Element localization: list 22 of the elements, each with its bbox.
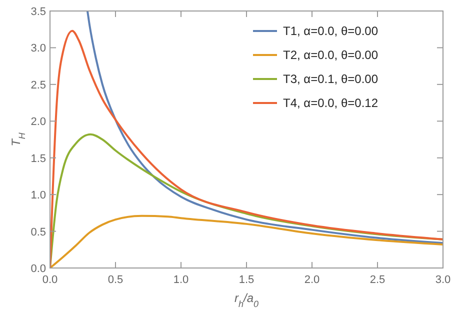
y-tick-label: 0.5 [30, 226, 46, 238]
legend-label: T3, α=0.1, θ=0.00 [283, 72, 378, 86]
x-tick-label: 2.0 [304, 274, 320, 286]
x-tick-label: 1.0 [173, 274, 189, 286]
y-tick-label: 1.0 [30, 190, 46, 202]
x-tick-label: 0.0 [42, 274, 58, 286]
legend-label: T1, α=0.0, θ=0.00 [283, 24, 378, 38]
y-tick-label: 3.5 [30, 6, 46, 18]
y-tick-label: 3.0 [30, 42, 46, 55]
line-series [50, 214, 443, 268]
legend-label: T4, α=0.0, θ=0.12 [283, 96, 378, 110]
x-tick-label: 1.5 [238, 274, 254, 286]
y-tick-label: 0.0 [30, 263, 46, 275]
line-series [86, 11, 443, 244]
x-tick-label: 3.0 [435, 274, 451, 286]
y-tick-label: 1.5 [30, 152, 46, 165]
x-tick-label: 2.5 [370, 274, 386, 286]
x-axis-title: r$_{h}$/a$_{0}$ [234, 291, 259, 309]
y-tick-label: 2.0 [30, 116, 46, 128]
legend-label: T2, α=0.0, θ=0.00 [283, 48, 378, 62]
x-tick-label: 0.5 [108, 274, 124, 286]
y-tick-label: 2.5 [30, 79, 46, 92]
